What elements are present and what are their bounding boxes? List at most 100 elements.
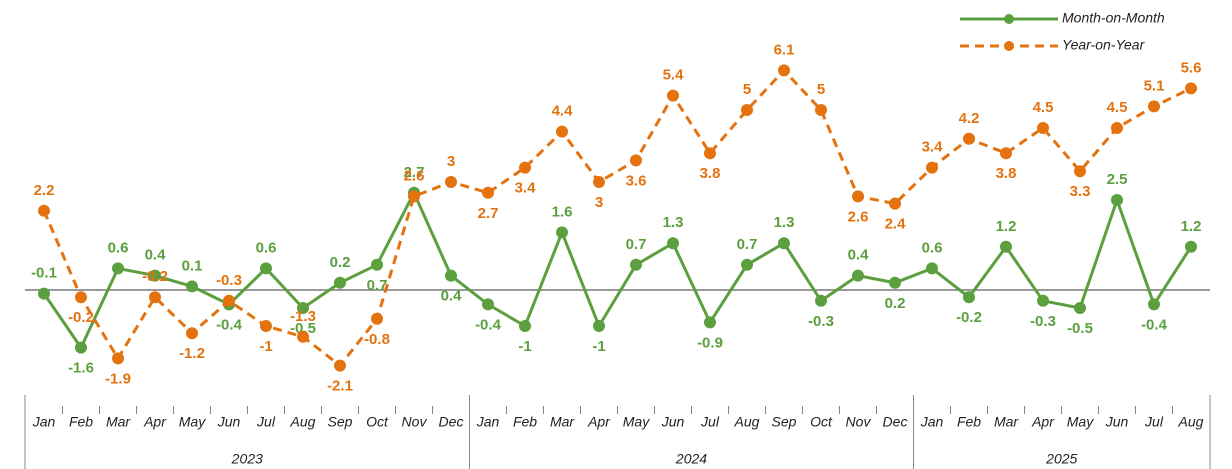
group-label: 2024	[675, 451, 707, 467]
x-tick-label: Aug	[1178, 414, 1204, 430]
data-point	[408, 190, 420, 203]
data-label: -2.1	[327, 378, 353, 395]
data-label: -1	[259, 338, 272, 355]
data-point	[149, 269, 161, 282]
data-point	[963, 291, 975, 304]
data-label: 0.2	[885, 295, 906, 312]
x-tick-label: Jun	[217, 414, 241, 430]
x-tick-label: Mar	[994, 414, 1019, 430]
data-point	[741, 104, 753, 116]
data-label: -1	[592, 338, 605, 355]
x-tick-label: Dec	[439, 414, 464, 430]
data-label: 0.6	[922, 239, 943, 256]
x-tick-label: Sep	[772, 414, 797, 430]
data-label: 0.7	[367, 277, 388, 294]
legend-marker	[1004, 14, 1014, 24]
data-label: 4.4	[552, 103, 574, 120]
legend-label: Month-on-Month	[1062, 10, 1165, 26]
legend-label: Year-on-Year	[1062, 37, 1146, 53]
x-tick-label: Apr	[587, 414, 611, 430]
data-point	[1074, 302, 1086, 314]
data-label: -1	[518, 338, 531, 355]
data-label: 3	[595, 194, 603, 211]
x-tick-label: Nov	[402, 414, 428, 430]
x-tick-label: Apr	[143, 414, 167, 430]
data-label: 3.8	[700, 165, 721, 182]
data-point	[223, 294, 235, 307]
x-tick-label: Apr	[1031, 414, 1055, 430]
data-label: 0.4	[441, 288, 463, 305]
data-label: 3.4	[515, 180, 537, 197]
data-point	[1185, 240, 1197, 253]
data-point	[593, 176, 605, 188]
x-tick-label: Aug	[734, 414, 760, 430]
data-label: 3.4	[922, 139, 944, 156]
x-tick-label: Jul	[256, 414, 276, 430]
data-point	[815, 104, 827, 116]
data-point	[963, 132, 975, 145]
data-point	[519, 320, 531, 332]
data-point	[149, 291, 161, 304]
data-label: -0.3	[216, 272, 242, 289]
x-tick-label: Oct	[810, 414, 833, 430]
x-tick-label: Jun	[661, 414, 685, 430]
data-label: 0.4	[145, 247, 167, 264]
data-point	[1148, 100, 1160, 113]
data-point	[704, 316, 716, 329]
data-point	[1148, 298, 1160, 311]
data-label: 5	[817, 81, 825, 98]
data-label: -0.8	[364, 331, 390, 348]
data-point	[741, 258, 753, 271]
data-point	[1000, 240, 1012, 253]
data-point	[1037, 122, 1049, 134]
data-point	[445, 176, 457, 188]
data-label: 5.4	[663, 67, 685, 84]
x-tick-label: Aug	[290, 414, 316, 430]
data-point	[186, 280, 198, 293]
data-label: -0.2	[68, 309, 94, 326]
data-label: 0.4	[848, 247, 870, 264]
data-label: -0.4	[216, 316, 243, 333]
x-tick-label: Jun	[1105, 414, 1129, 430]
data-label: 3.8	[996, 165, 1017, 182]
data-label: 0.7	[626, 236, 647, 253]
data-label: 2.2	[34, 182, 55, 199]
data-point	[667, 89, 679, 102]
data-point	[75, 291, 87, 304]
x-tick-label: Sep	[328, 414, 353, 430]
legend-marker	[1004, 41, 1014, 51]
data-point	[482, 298, 494, 311]
data-point	[38, 204, 50, 217]
data-label: 4.2	[959, 110, 980, 127]
x-tick-label: May	[623, 414, 650, 430]
data-point	[889, 276, 901, 289]
data-label: 0.2	[330, 254, 351, 271]
data-label: 4.5	[1107, 99, 1128, 116]
data-point	[778, 237, 790, 250]
data-point	[556, 226, 568, 239]
x-tick-label: Mar	[106, 414, 131, 430]
data-label: 1.2	[996, 218, 1017, 235]
data-point	[704, 147, 716, 160]
data-label: 2.7	[404, 164, 425, 181]
data-point	[260, 262, 272, 275]
data-point	[667, 237, 679, 250]
data-point	[297, 330, 309, 343]
data-label: 0.1	[182, 257, 203, 274]
x-tick-label: Jul	[1144, 414, 1164, 430]
group-label: 2023	[231, 451, 263, 467]
data-label: 0.6	[256, 239, 277, 256]
x-tick-label: Jul	[700, 414, 720, 430]
data-point	[1111, 194, 1123, 206]
data-label: -0.5	[1067, 320, 1093, 337]
data-label: 1.3	[663, 214, 684, 231]
data-label: -1.2	[179, 345, 205, 362]
data-label: -0.2	[142, 268, 168, 285]
data-label: 5	[743, 81, 751, 98]
x-tick-label: Feb	[513, 414, 537, 430]
data-label: -0.3	[1030, 313, 1056, 330]
group-label: 2025	[1045, 451, 1077, 467]
data-label: 2.5	[1107, 171, 1128, 188]
data-point	[556, 125, 568, 138]
x-tick-label: Mar	[550, 414, 575, 430]
